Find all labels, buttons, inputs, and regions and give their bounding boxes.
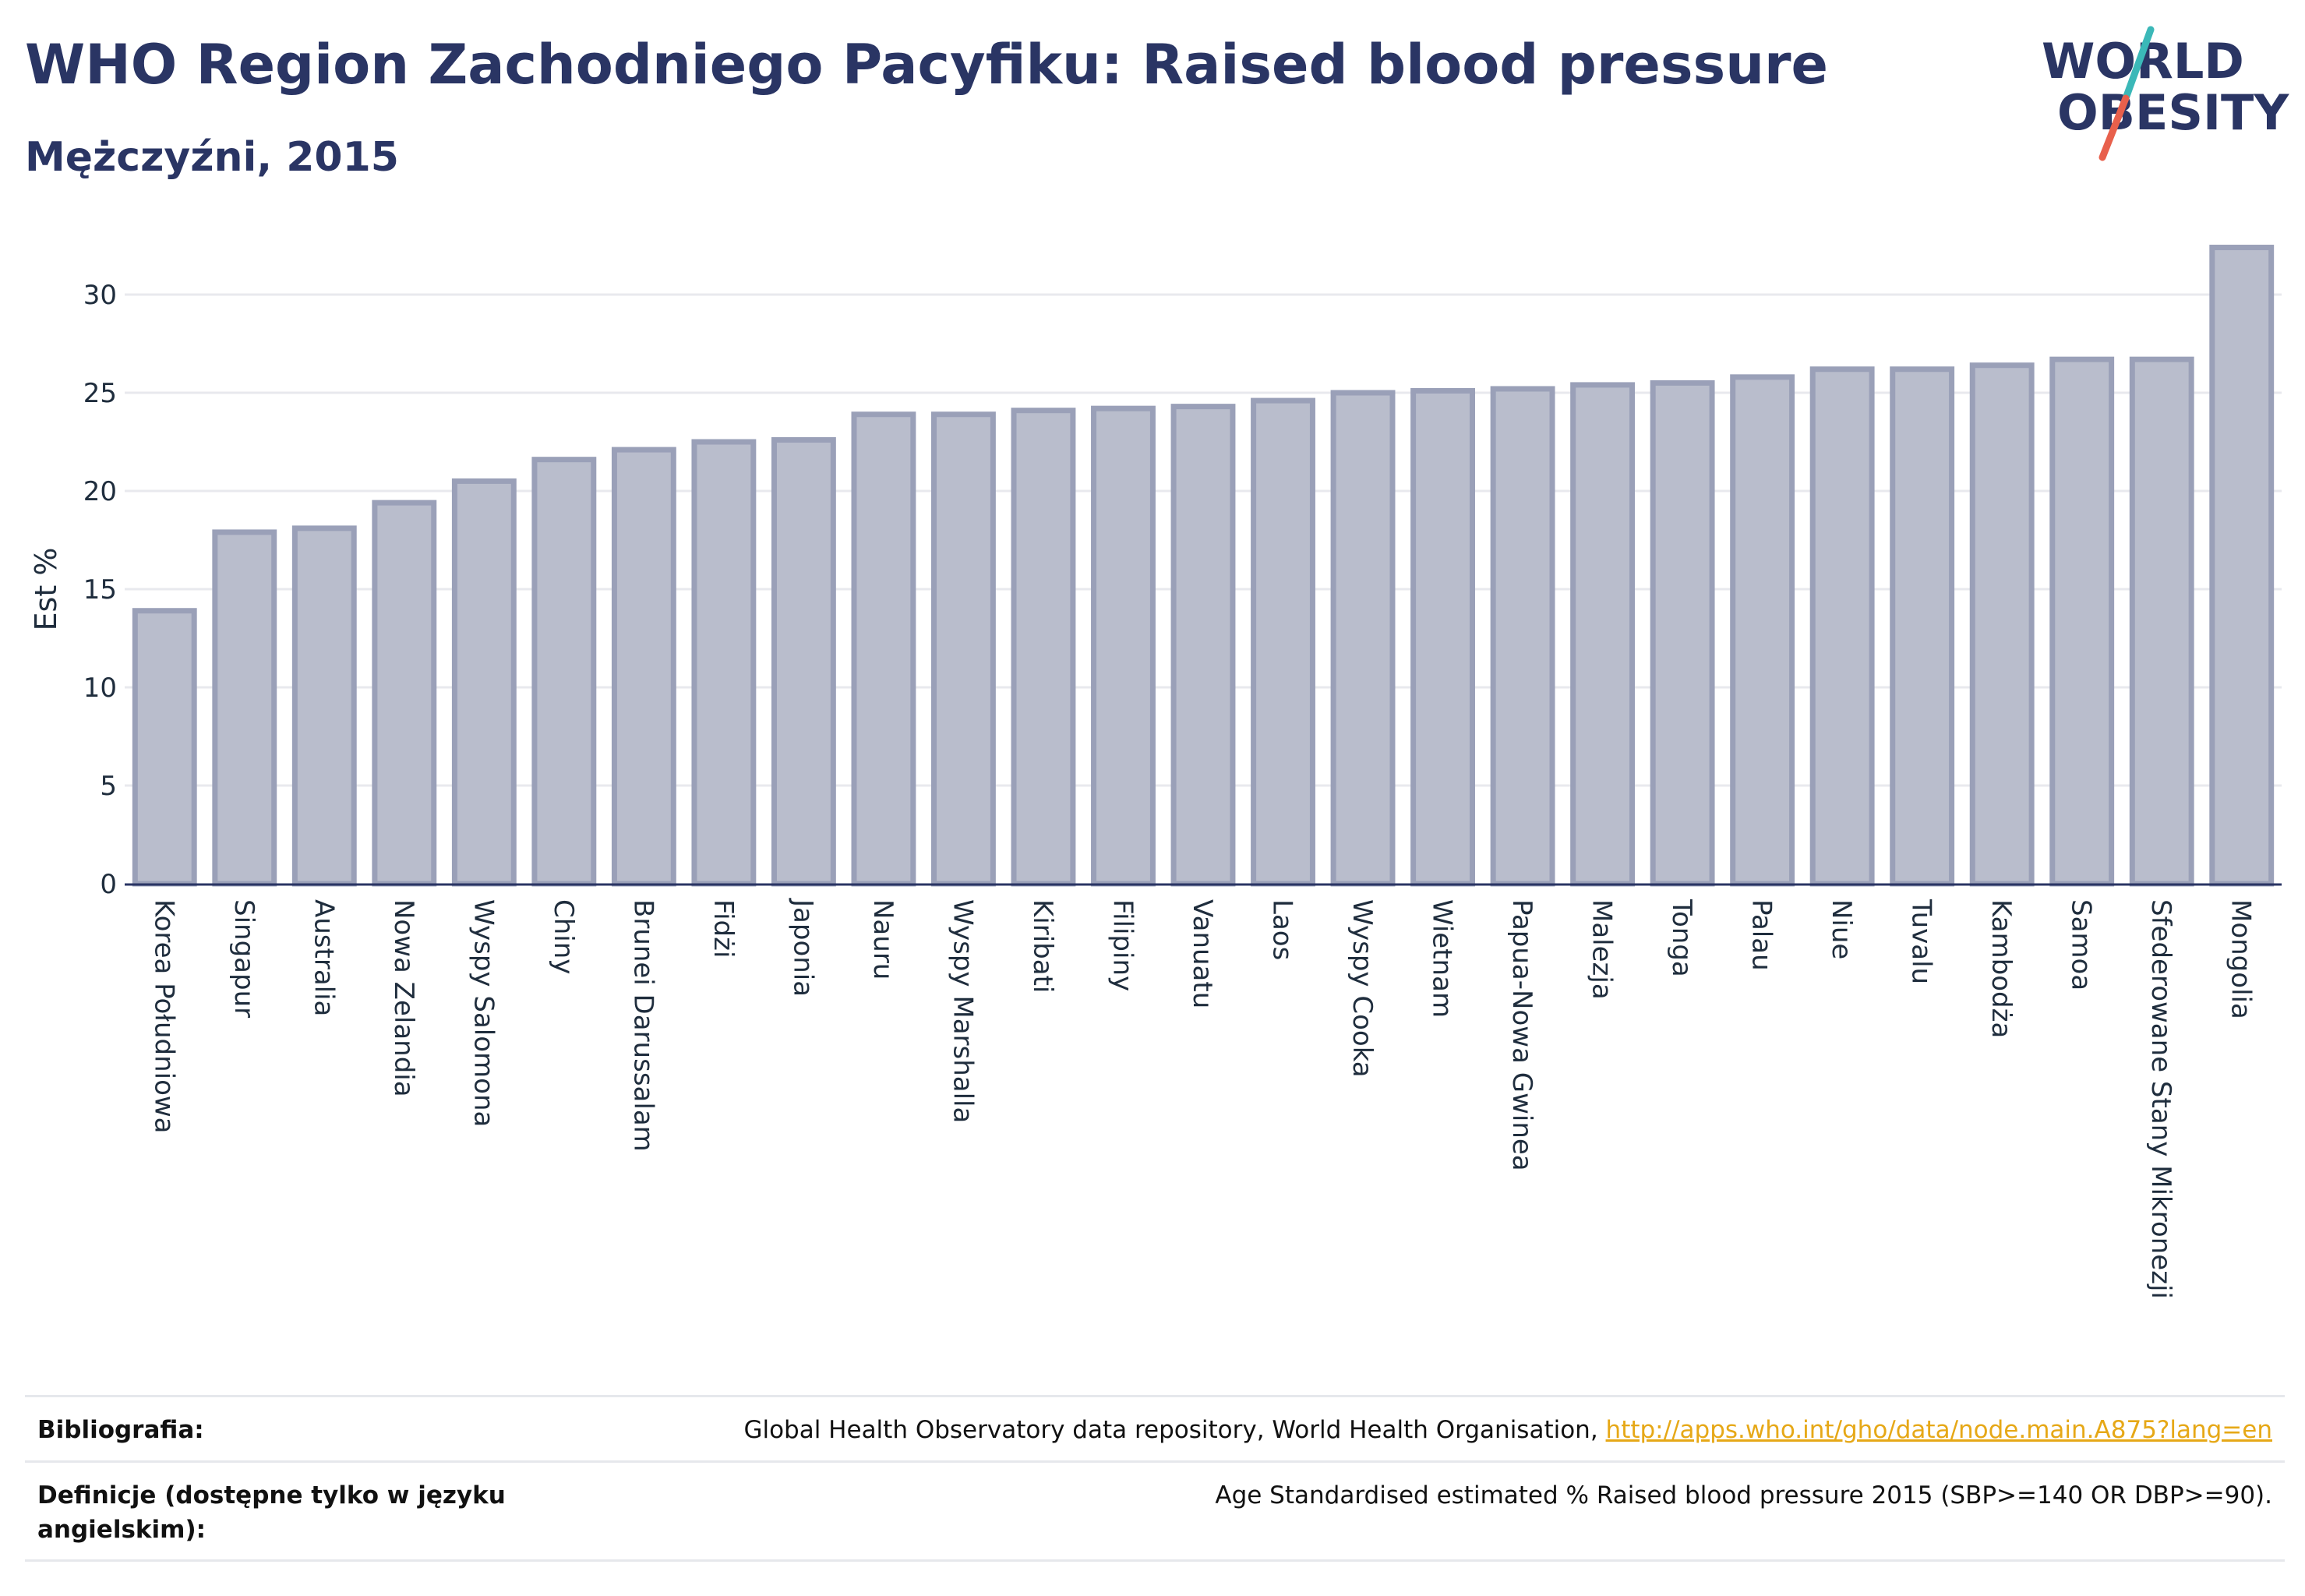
- bar: [531, 457, 597, 887]
- bar: [611, 447, 676, 887]
- bar: [771, 436, 836, 887]
- x-category-label: Tuvalu: [1906, 899, 1937, 984]
- x-category-label: Wietnam: [1427, 899, 1458, 1018]
- bar: [1890, 366, 1955, 887]
- x-category-label: Australia: [308, 899, 339, 1016]
- bar: [851, 411, 916, 887]
- bar: [2049, 356, 2115, 887]
- bibliography-label: Bibliografia:: [37, 1416, 204, 1444]
- bar: [451, 478, 517, 887]
- x-category-label: Brunei Darussalam: [627, 899, 658, 1152]
- bar: [212, 529, 277, 887]
- y-tick-label: 20: [83, 476, 117, 507]
- bibliography-text: Global Health Observatory data repositor…: [743, 1416, 1606, 1444]
- bar: [132, 608, 197, 887]
- bar: [1330, 390, 1396, 887]
- x-category-label: Malezja: [1587, 899, 1618, 1000]
- y-tick-label: 25: [83, 378, 117, 409]
- bar: [291, 525, 357, 887]
- bar: [2129, 356, 2194, 887]
- y-axis-label: Est %: [29, 548, 63, 631]
- x-category-labels: Korea Południowa Singapur Australia Nowa Ze…: [148, 898, 2256, 1299]
- y-tick-label: 10: [83, 673, 117, 704]
- world-obesity-logo: WORLD OBESITY: [2042, 26, 2289, 161]
- bar: [372, 500, 437, 887]
- y-tick-label: 15: [83, 574, 117, 606]
- bar: [2209, 245, 2275, 887]
- x-category-label: Filipiny: [1107, 899, 1138, 991]
- y-tick-label: 0: [100, 869, 117, 900]
- definitions-row: Definicje (dostępne tylko w języku angie…: [25, 1460, 2285, 1562]
- chart-title: WHO Region Zachodniego Pacyfiku: Raised …: [25, 33, 1829, 97]
- x-category-label: Nowa Zelandia: [388, 899, 419, 1097]
- x-category-label: Samoa: [2066, 899, 2097, 990]
- x-category-label: Nauru: [867, 899, 898, 980]
- x-category-label: Sfederowane Stany Mikronezji: [2145, 899, 2176, 1299]
- x-category-label: Wyspy Cooka: [1347, 899, 1378, 1078]
- bar: [691, 439, 757, 887]
- x-category-label: Palau: [1746, 899, 1777, 971]
- definitions-label: Definicje (dostępne tylko w języku angie…: [37, 1481, 506, 1544]
- bar: [1170, 404, 1236, 887]
- x-category-label: Korea Południowa: [148, 899, 179, 1134]
- bar: [1011, 408, 1076, 887]
- x-category-label: Singapur: [228, 899, 259, 1018]
- bar: [1730, 374, 1795, 887]
- definitions-value: Age Standardised estimated % Raised bloo…: [1215, 1481, 2272, 1509]
- y-tick-labels: 0 5 10 15 20 25 30: [83, 280, 117, 900]
- bar: [1570, 382, 1636, 887]
- chart-subtitle: Mężczyźni, 2015: [25, 134, 399, 181]
- bar: [1410, 387, 1475, 887]
- x-category-label: Kambodża: [1986, 899, 2017, 1038]
- bibliography-link[interactable]: http://apps.who.int/gho/data/node.main.A…: [1605, 1416, 2272, 1444]
- bar: [1650, 380, 1715, 887]
- bibliography-row: Bibliografia: Global Health Observatory …: [25, 1395, 2285, 1463]
- bar-chart: 0 5 10 15 20 25 30 Korea Południowa Singapur Aus…: [29, 245, 2282, 1299]
- bar: [1490, 386, 1555, 887]
- x-category-label: Fidżi: [708, 899, 739, 958]
- x-category-label: Niue: [1826, 899, 1857, 959]
- logo-slash-red: [2099, 94, 2130, 161]
- x-category-label: Wyspy Salomona: [468, 899, 499, 1127]
- x-category-label: Vanuatu: [1187, 899, 1218, 1008]
- x-category-label: Chiny: [548, 899, 579, 974]
- bibliography-value: Global Health Observatory data repositor…: [743, 1413, 2272, 1447]
- y-tick-label: 30: [83, 280, 117, 311]
- bar: [931, 411, 996, 887]
- logo-slash-teal: [2122, 26, 2155, 102]
- x-category-label: Laos: [1267, 899, 1298, 960]
- logo-line-2: OBESITY: [2057, 84, 2289, 141]
- bar: [1969, 362, 2035, 887]
- bar: [1251, 397, 1315, 887]
- x-category-label: Kiribati: [1027, 899, 1058, 993]
- bar: [1091, 405, 1156, 887]
- y-tick-label: 5: [100, 771, 117, 802]
- bars: [132, 245, 2275, 887]
- x-category-label: Japonia: [787, 898, 818, 997]
- bar: [1809, 366, 1875, 887]
- x-category-label: Wyspy Marshalla: [947, 899, 978, 1123]
- x-category-label: Papua-Nowa Gwinea: [1506, 899, 1537, 1171]
- x-category-label: Tonga: [1666, 899, 1697, 977]
- x-category-label: Mongolia: [2226, 899, 2257, 1019]
